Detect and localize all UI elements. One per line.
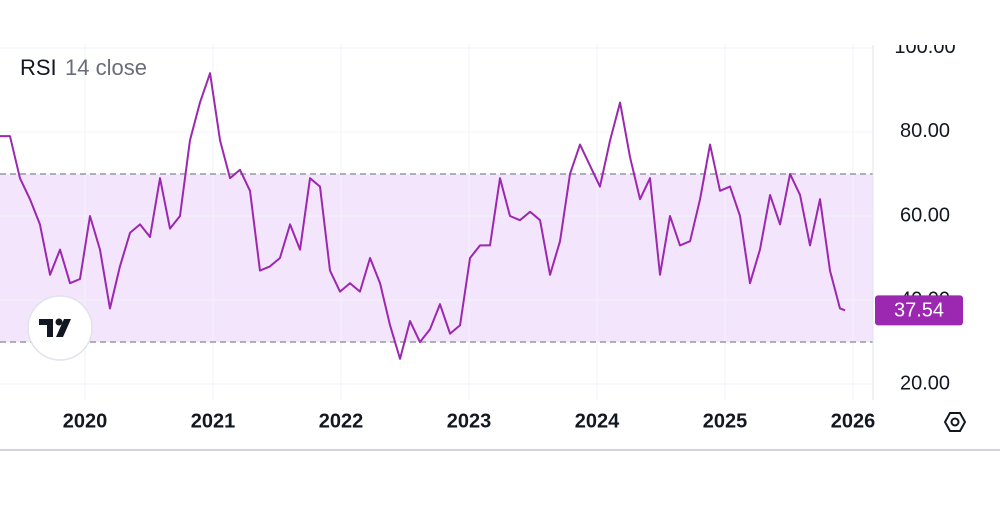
x-tick-label: 2025: [703, 410, 748, 432]
x-tick-label: 2021: [191, 410, 236, 432]
x-tick-label: 2024: [575, 410, 620, 432]
logo-mark: [39, 319, 71, 337]
rsi-line: [0, 72, 846, 360]
logo[interactable]: [27, 295, 93, 361]
y-tick-label: 80.00: [900, 120, 950, 142]
settings-icon-dot: [950, 417, 960, 427]
logo-dot: [55, 318, 63, 326]
indicator-params: 14 close: [65, 55, 147, 80]
last-value-box: [875, 295, 963, 326]
y-tick-label: 20.00: [900, 372, 950, 394]
rsi-band: [0, 173, 873, 343]
x-tick-label: 2022: [319, 410, 364, 432]
x-tick-label: 2023: [447, 410, 492, 432]
y-tick-label: 100.00: [894, 36, 955, 58]
last-value-label: 37.54: [894, 300, 944, 322]
x-tick-label: 2020: [63, 410, 108, 432]
settings-button[interactable]: [943, 412, 967, 432]
plot-area: [0, 45, 873, 400]
x-tick-label: 2026: [831, 410, 876, 432]
y-tick-label: 60.00: [900, 204, 950, 226]
indicator-name: RSI: [20, 55, 57, 80]
settings-icon[interactable]: [943, 412, 967, 432]
